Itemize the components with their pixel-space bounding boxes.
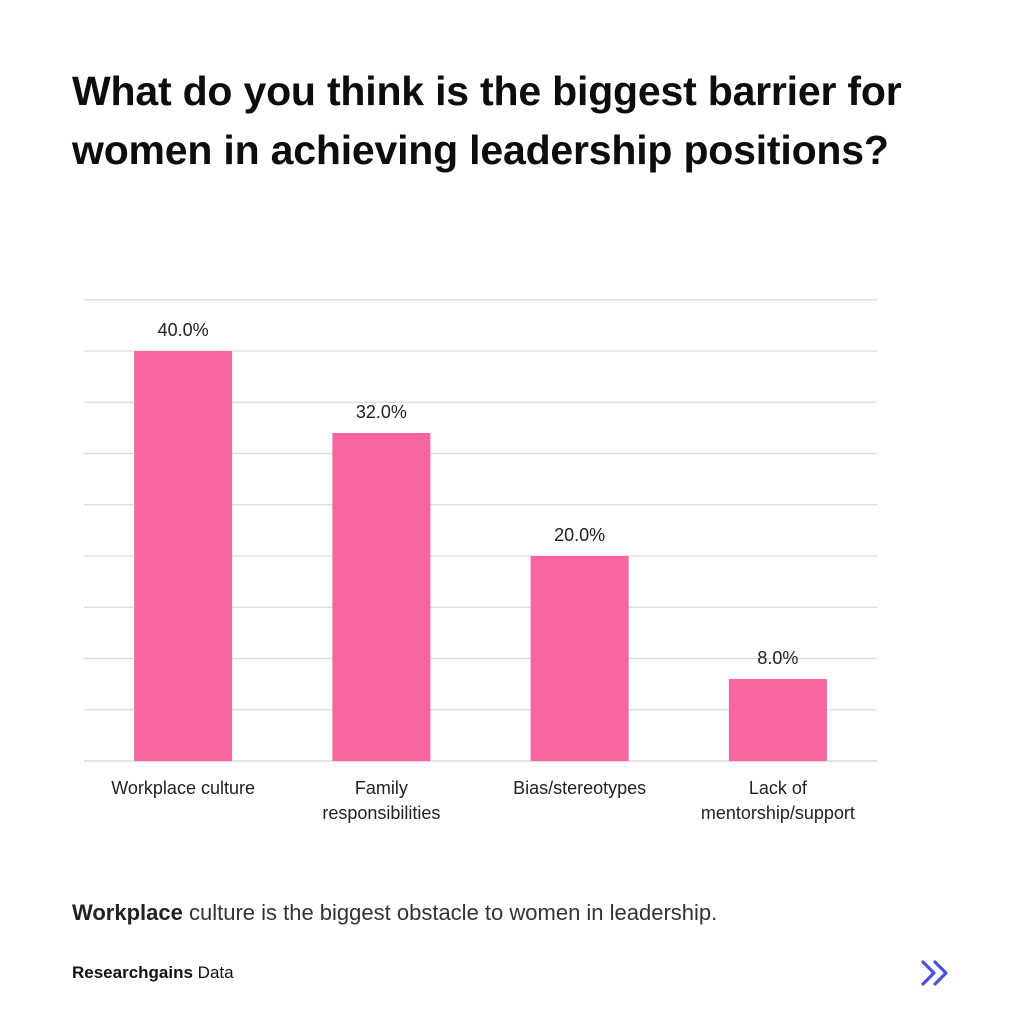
caption-text: culture is the biggest obstacle to women… [182,900,718,925]
category-label: Lack of [749,778,808,798]
category-label: mentorship/support [701,803,855,823]
bar [530,556,629,761]
category-labels: Workplace culture Family responsibilities B… [111,778,855,823]
category-label: Workplace culture [111,778,255,798]
category-label: Bias/stereotypes [513,778,646,798]
double-chevron-right-icon[interactable] [918,955,954,991]
chart-title: What do you think is the biggest barrier… [72,68,902,173]
bars [134,351,827,761]
bar [134,351,233,761]
source-brand: Researchgains [72,963,193,982]
category-label: responsibilities [322,803,440,823]
bar [728,679,827,761]
value-label: 40.0% [158,320,209,340]
source-credit: Researchgains Data [72,963,234,983]
source-text: Data [192,963,234,982]
caption-emphasis: Workplace [72,900,183,925]
value-label: 20.0% [554,525,605,545]
value-label: 8.0% [757,648,798,668]
category-label: Family [355,778,408,798]
value-label: 32.0% [356,402,407,422]
bar [332,433,431,761]
chart-caption: Workplace culture is the biggest obstacl… [72,900,717,926]
value-labels: 40.0% 32.0% 20.0% 8.0% [158,320,799,668]
